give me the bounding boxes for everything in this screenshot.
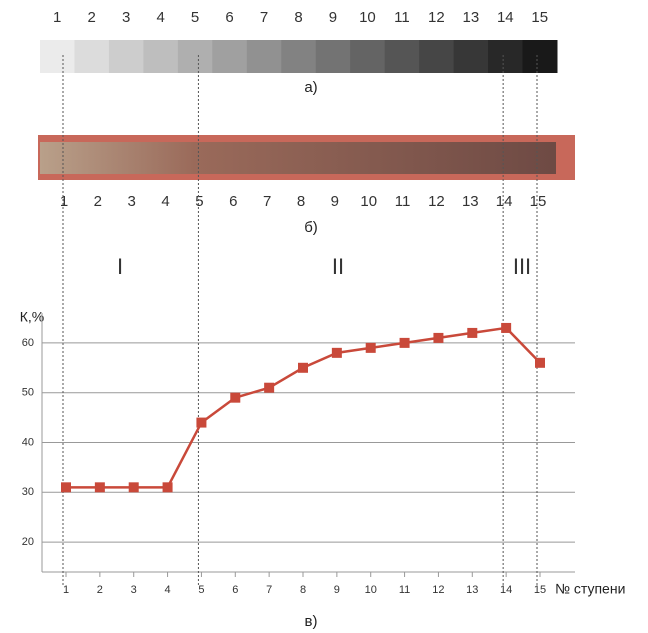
- panel-label: б): [304, 219, 318, 236]
- x-tick-label: 7: [266, 584, 272, 596]
- gray-cell: [109, 40, 144, 73]
- step-label: 14: [496, 193, 513, 210]
- data-point: [230, 393, 240, 403]
- step-label: 12: [428, 193, 445, 210]
- step-label: 10: [360, 193, 377, 210]
- data-point: [366, 343, 376, 353]
- x-tick-label: 9: [334, 584, 340, 596]
- step-label: 4: [161, 193, 169, 210]
- step-label: 5: [191, 9, 199, 26]
- y-tick-label: 50: [22, 387, 34, 399]
- y-tick-label: 60: [22, 337, 34, 349]
- x-tick-label: 12: [432, 584, 444, 596]
- x-tick-label: 8: [300, 584, 306, 596]
- x-tick-label: 14: [500, 584, 512, 596]
- region-label: II: [332, 254, 344, 279]
- data-point: [501, 323, 511, 333]
- gray-cell: [74, 40, 109, 73]
- x-tick-label: 1: [63, 584, 69, 596]
- gray-cell: [40, 40, 75, 73]
- gray-cell: [143, 40, 178, 73]
- gray-cell: [316, 40, 351, 73]
- gray-scale-strip: [40, 40, 558, 73]
- step-label: 6: [225, 9, 233, 26]
- step-label: 7: [263, 193, 271, 210]
- gray-cell: [488, 40, 523, 73]
- data-point: [433, 333, 443, 343]
- x-tick-label: 6: [232, 584, 238, 596]
- step-label: 7: [260, 9, 268, 26]
- step-label: 3: [128, 193, 136, 210]
- step-label: 6: [229, 193, 237, 210]
- gray-cell: [454, 40, 489, 73]
- x-tick-label: 10: [365, 584, 377, 596]
- step-label: 3: [122, 9, 130, 26]
- step-label: 4: [156, 9, 164, 26]
- data-point: [264, 383, 274, 393]
- x-axis-label: № ступени: [555, 581, 625, 597]
- x-tick-label: 15: [534, 584, 546, 596]
- x-tick-label: 5: [198, 584, 204, 596]
- y-axis-label: К,%: [20, 309, 45, 325]
- y-tick-label: 30: [22, 486, 34, 498]
- region-label: I: [117, 254, 123, 279]
- x-tick-label: 4: [165, 584, 171, 596]
- data-point: [129, 482, 139, 492]
- step-label: 8: [297, 193, 305, 210]
- gray-cell: [419, 40, 454, 73]
- step-label: 14: [497, 9, 514, 26]
- step-label: 10: [359, 9, 376, 26]
- x-tick-label: 13: [466, 584, 478, 596]
- photo-strip-inner: [40, 142, 556, 174]
- step-label: 1: [60, 193, 68, 210]
- data-line: [66, 328, 540, 487]
- step-label: 11: [395, 193, 411, 210]
- step-label: 11: [394, 9, 410, 26]
- x-tick-label: 2: [97, 584, 103, 596]
- step-label: 13: [462, 9, 479, 26]
- panel-label: в): [305, 613, 318, 630]
- step-label: 15: [531, 9, 548, 26]
- data-point: [95, 482, 105, 492]
- step-label: 5: [195, 193, 203, 210]
- data-point: [332, 348, 342, 358]
- data-point: [61, 482, 71, 492]
- step-label: 12: [428, 9, 445, 26]
- x-tick-label: 3: [131, 584, 137, 596]
- x-tick-label: 11: [399, 584, 410, 596]
- gray-cell: [281, 40, 316, 73]
- step-label: 15: [530, 193, 547, 210]
- data-point: [400, 338, 410, 348]
- data-point: [196, 418, 206, 428]
- region-label: III: [513, 254, 531, 279]
- data-point: [298, 363, 308, 373]
- y-tick-label: 40: [22, 436, 34, 448]
- step-label: 9: [329, 9, 337, 26]
- y-tick-label: 20: [22, 536, 34, 548]
- gray-cell: [178, 40, 213, 73]
- gray-cell: [212, 40, 247, 73]
- step-label: 9: [331, 193, 339, 210]
- step-label: 8: [294, 9, 302, 26]
- figure: а) б) I II III К,% № ступени в) 11223344…: [0, 0, 648, 633]
- gray-cell: [385, 40, 420, 73]
- data-point: [535, 358, 545, 368]
- step-label: 2: [94, 193, 102, 210]
- step-label: 1: [53, 9, 61, 26]
- step-label: 2: [88, 9, 96, 26]
- gray-cell: [523, 40, 558, 73]
- data-point: [467, 328, 477, 338]
- gray-cell: [350, 40, 385, 73]
- gray-cell: [247, 40, 282, 73]
- panel-label: а): [304, 79, 317, 96]
- step-label: 13: [462, 193, 479, 210]
- data-point: [163, 482, 173, 492]
